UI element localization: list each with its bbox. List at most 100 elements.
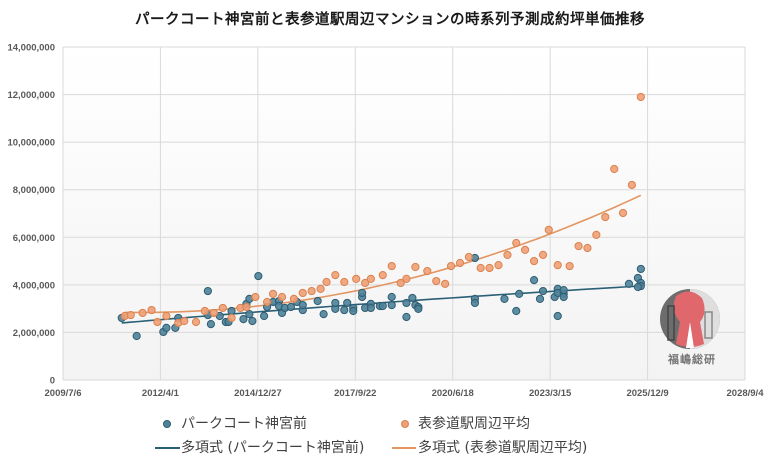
y-tick-label: 12,000,000 <box>7 90 55 101</box>
data-point-omotesando <box>352 274 361 284</box>
data-point-park-court <box>203 286 212 296</box>
y-axis-ticks: 0 2,000,000 4,000,000 6,000,000 8,000,000 10,… <box>7 43 55 387</box>
data-point-park-court <box>402 298 411 308</box>
y-tick-label: 10,000,000 <box>7 138 55 149</box>
data-point-omotesando <box>565 261 574 271</box>
data-point-omotesando <box>610 164 619 174</box>
data-point-park-court <box>340 305 349 315</box>
data-point-park-court <box>358 288 367 298</box>
data-point-omotesando <box>251 292 260 302</box>
legend-marker-omotesando <box>401 420 409 428</box>
data-point-park-court <box>387 300 396 310</box>
data-point-omotesando <box>126 310 135 320</box>
data-point-omotesando <box>601 212 610 222</box>
legend-label-park-court: パークコート神宮前 <box>181 416 307 432</box>
data-point-omotesando <box>411 262 420 272</box>
data-point-omotesando <box>153 317 162 327</box>
data-point-omotesando <box>307 286 316 296</box>
data-point-omotesando <box>147 305 156 315</box>
data-point-omotesando <box>289 294 299 303</box>
data-point-park-court <box>313 296 322 306</box>
data-point-omotesando <box>627 180 636 190</box>
data-point-park-court <box>331 298 340 308</box>
data-point-park-court <box>227 306 236 316</box>
y-tick-label: 4,000,000 <box>13 280 55 291</box>
data-point-omotesando <box>361 278 370 288</box>
y-tick-label: 0 <box>50 376 55 387</box>
x-tick-label: 2009/7/6 <box>45 388 82 399</box>
data-point-omotesando <box>263 297 272 307</box>
data-point-park-court <box>515 289 524 298</box>
data-point-omotesando <box>242 302 251 312</box>
data-point-omotesando <box>340 277 349 287</box>
data-point-park-court <box>254 271 263 281</box>
x-tick-label: 2023/3/15 <box>529 388 572 399</box>
data-point-park-court <box>248 316 257 326</box>
data-point-omotesando <box>423 266 432 276</box>
data-point-omotesando <box>574 241 583 251</box>
data-point-omotesando <box>387 261 396 271</box>
data-point-omotesando <box>402 274 411 284</box>
data-point-park-court <box>500 294 509 303</box>
y-tick-label: 2,000,000 <box>13 328 55 339</box>
data-point-park-court <box>414 304 423 313</box>
data-point-omotesando <box>138 308 147 318</box>
legend-label-omotesando: 表参道駅周辺平均 <box>418 416 530 432</box>
x-tick-label: 2028/9/4 <box>727 388 765 399</box>
data-point-omotesando <box>618 208 628 218</box>
data-point-park-court <box>624 279 634 289</box>
data-point-omotesando <box>180 316 189 326</box>
data-point-omotesando <box>446 261 456 271</box>
data-point-omotesando <box>331 271 340 280</box>
legend-line-park-court-trend <box>155 447 180 449</box>
data-point-omotesando <box>298 288 307 298</box>
data-point-omotesando <box>316 284 325 294</box>
chart-title: パークコート神宮前と表参道駅周辺マンションの時系列予測成約坪単価推移 <box>135 12 645 28</box>
data-point-omotesando <box>538 250 548 259</box>
y-tick-label: 8,000,000 <box>13 185 55 196</box>
data-point-omotesando <box>441 279 450 289</box>
data-point-omotesando <box>277 292 287 302</box>
data-point-omotesando <box>455 258 465 268</box>
data-point-omotesando <box>366 274 375 284</box>
data-point-park-court <box>245 310 254 319</box>
data-point-park-court <box>259 311 269 321</box>
data-point-park-court <box>286 302 295 312</box>
data-point-omotesando <box>512 238 521 248</box>
data-point-omotesando <box>200 306 209 316</box>
data-point-omotesando <box>378 271 387 280</box>
data-point-omotesando <box>268 289 278 298</box>
data-point-omotesando <box>494 261 503 270</box>
x-tick-label: 2017/9/22 <box>334 388 376 399</box>
data-point-park-court <box>349 306 358 316</box>
legend-label-omotesando-trend: 多項式 (表参道駅周辺平均) <box>418 440 588 456</box>
data-point-park-court <box>633 282 643 292</box>
data-point-park-court <box>529 276 539 285</box>
y-tick-label: 6,000,000 <box>13 233 55 244</box>
legend-line-omotesando-trend <box>392 447 416 449</box>
data-point-park-court <box>559 285 568 295</box>
data-point-omotesando <box>476 263 485 273</box>
x-tick-label: 2025/12/9 <box>626 388 668 399</box>
data-point-omotesando <box>583 243 592 253</box>
data-point-omotesando <box>227 313 236 323</box>
data-point-park-court <box>298 300 307 310</box>
data-point-omotesando <box>503 250 512 259</box>
data-point-park-court <box>366 303 375 313</box>
data-point-park-court <box>343 298 352 308</box>
logo-text: 福嶋総研 <box>668 353 716 366</box>
data-point-omotesando <box>485 263 494 273</box>
data-point-omotesando <box>322 277 331 287</box>
data-point-omotesando <box>162 311 171 321</box>
data-point-omotesando <box>592 230 601 240</box>
y-tick-label: 14,000,000 <box>7 43 55 54</box>
data-point-park-court <box>512 306 521 316</box>
data-point-omotesando <box>553 261 562 270</box>
data-point-park-court <box>206 320 215 329</box>
data-point-park-court <box>378 301 387 311</box>
gridlines <box>62 46 746 381</box>
data-point-park-court <box>132 331 141 341</box>
data-point-omotesando <box>544 225 553 235</box>
legend-label-park-court-trend: 多項式 (パークコート神宮前) <box>181 440 365 456</box>
x-tick-label: 2020/6/18 <box>432 388 474 399</box>
